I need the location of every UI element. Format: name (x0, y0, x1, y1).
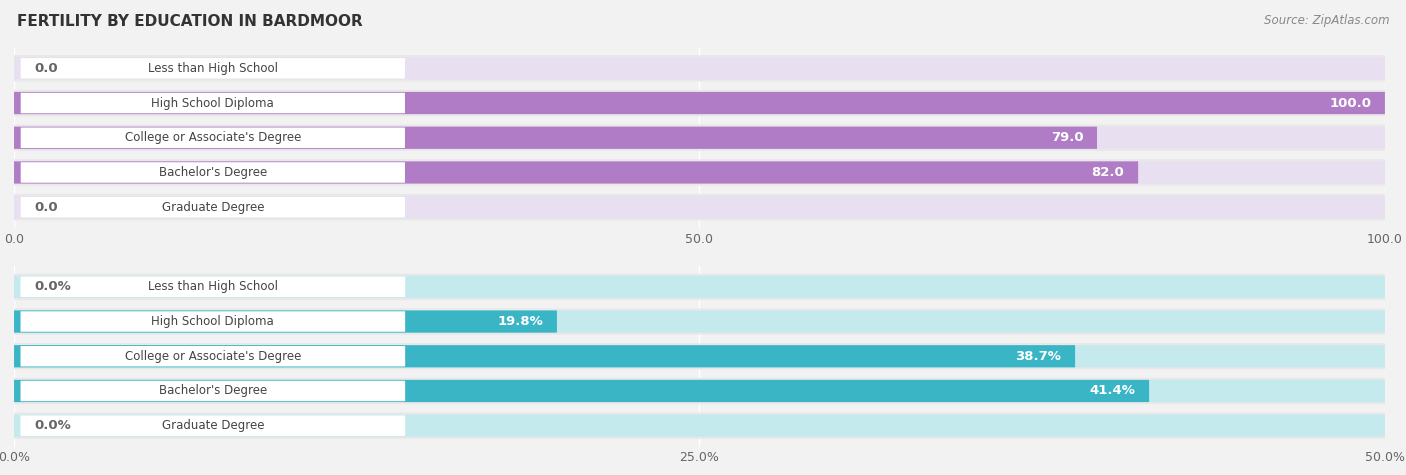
FancyBboxPatch shape (14, 274, 1385, 300)
FancyBboxPatch shape (14, 90, 1385, 116)
FancyBboxPatch shape (14, 194, 1385, 220)
Text: 0.0%: 0.0% (35, 280, 72, 294)
FancyBboxPatch shape (14, 55, 1385, 82)
FancyBboxPatch shape (14, 380, 1385, 402)
Text: 79.0: 79.0 (1050, 131, 1084, 144)
FancyBboxPatch shape (14, 415, 1385, 437)
Text: College or Associate's Degree: College or Associate's Degree (125, 131, 301, 144)
Text: FERTILITY BY EDUCATION IN BARDMOOR: FERTILITY BY EDUCATION IN BARDMOOR (17, 14, 363, 29)
FancyBboxPatch shape (21, 416, 405, 436)
FancyBboxPatch shape (14, 311, 557, 332)
FancyBboxPatch shape (14, 380, 1149, 402)
Text: Bachelor's Degree: Bachelor's Degree (159, 166, 267, 179)
FancyBboxPatch shape (14, 124, 1385, 151)
Text: Bachelor's Degree: Bachelor's Degree (159, 384, 267, 398)
FancyBboxPatch shape (21, 381, 405, 401)
FancyBboxPatch shape (14, 276, 1385, 298)
FancyBboxPatch shape (21, 58, 405, 78)
FancyBboxPatch shape (14, 92, 1385, 114)
FancyBboxPatch shape (21, 311, 405, 332)
FancyBboxPatch shape (14, 162, 1139, 183)
Text: Less than High School: Less than High School (148, 62, 278, 75)
Text: 0.0: 0.0 (35, 62, 58, 75)
FancyBboxPatch shape (14, 412, 1385, 439)
FancyBboxPatch shape (21, 162, 405, 183)
Text: Source: ZipAtlas.com: Source: ZipAtlas.com (1264, 14, 1389, 27)
FancyBboxPatch shape (14, 159, 1385, 186)
FancyBboxPatch shape (14, 127, 1385, 149)
FancyBboxPatch shape (14, 57, 1385, 79)
Text: 100.0: 100.0 (1329, 96, 1371, 110)
FancyBboxPatch shape (21, 93, 405, 113)
Text: College or Associate's Degree: College or Associate's Degree (125, 350, 301, 363)
Text: 0.0: 0.0 (35, 200, 58, 214)
FancyBboxPatch shape (21, 127, 405, 148)
FancyBboxPatch shape (14, 343, 1385, 370)
FancyBboxPatch shape (14, 311, 1385, 332)
Text: High School Diploma: High School Diploma (152, 315, 274, 328)
Text: 82.0: 82.0 (1091, 166, 1125, 179)
Text: Graduate Degree: Graduate Degree (162, 200, 264, 214)
Text: Graduate Degree: Graduate Degree (162, 419, 264, 432)
Text: Less than High School: Less than High School (148, 280, 278, 294)
Text: High School Diploma: High School Diploma (152, 96, 274, 110)
FancyBboxPatch shape (14, 378, 1385, 404)
Text: 38.7%: 38.7% (1015, 350, 1062, 363)
FancyBboxPatch shape (14, 127, 1097, 149)
FancyBboxPatch shape (21, 346, 405, 367)
FancyBboxPatch shape (21, 197, 405, 218)
FancyBboxPatch shape (14, 196, 1385, 218)
FancyBboxPatch shape (14, 345, 1385, 367)
FancyBboxPatch shape (14, 345, 1076, 367)
FancyBboxPatch shape (14, 162, 1385, 183)
FancyBboxPatch shape (14, 308, 1385, 335)
FancyBboxPatch shape (14, 92, 1385, 114)
Text: 0.0%: 0.0% (35, 419, 72, 432)
FancyBboxPatch shape (21, 276, 405, 297)
Text: 19.8%: 19.8% (498, 315, 543, 328)
Text: 41.4%: 41.4% (1090, 384, 1136, 398)
